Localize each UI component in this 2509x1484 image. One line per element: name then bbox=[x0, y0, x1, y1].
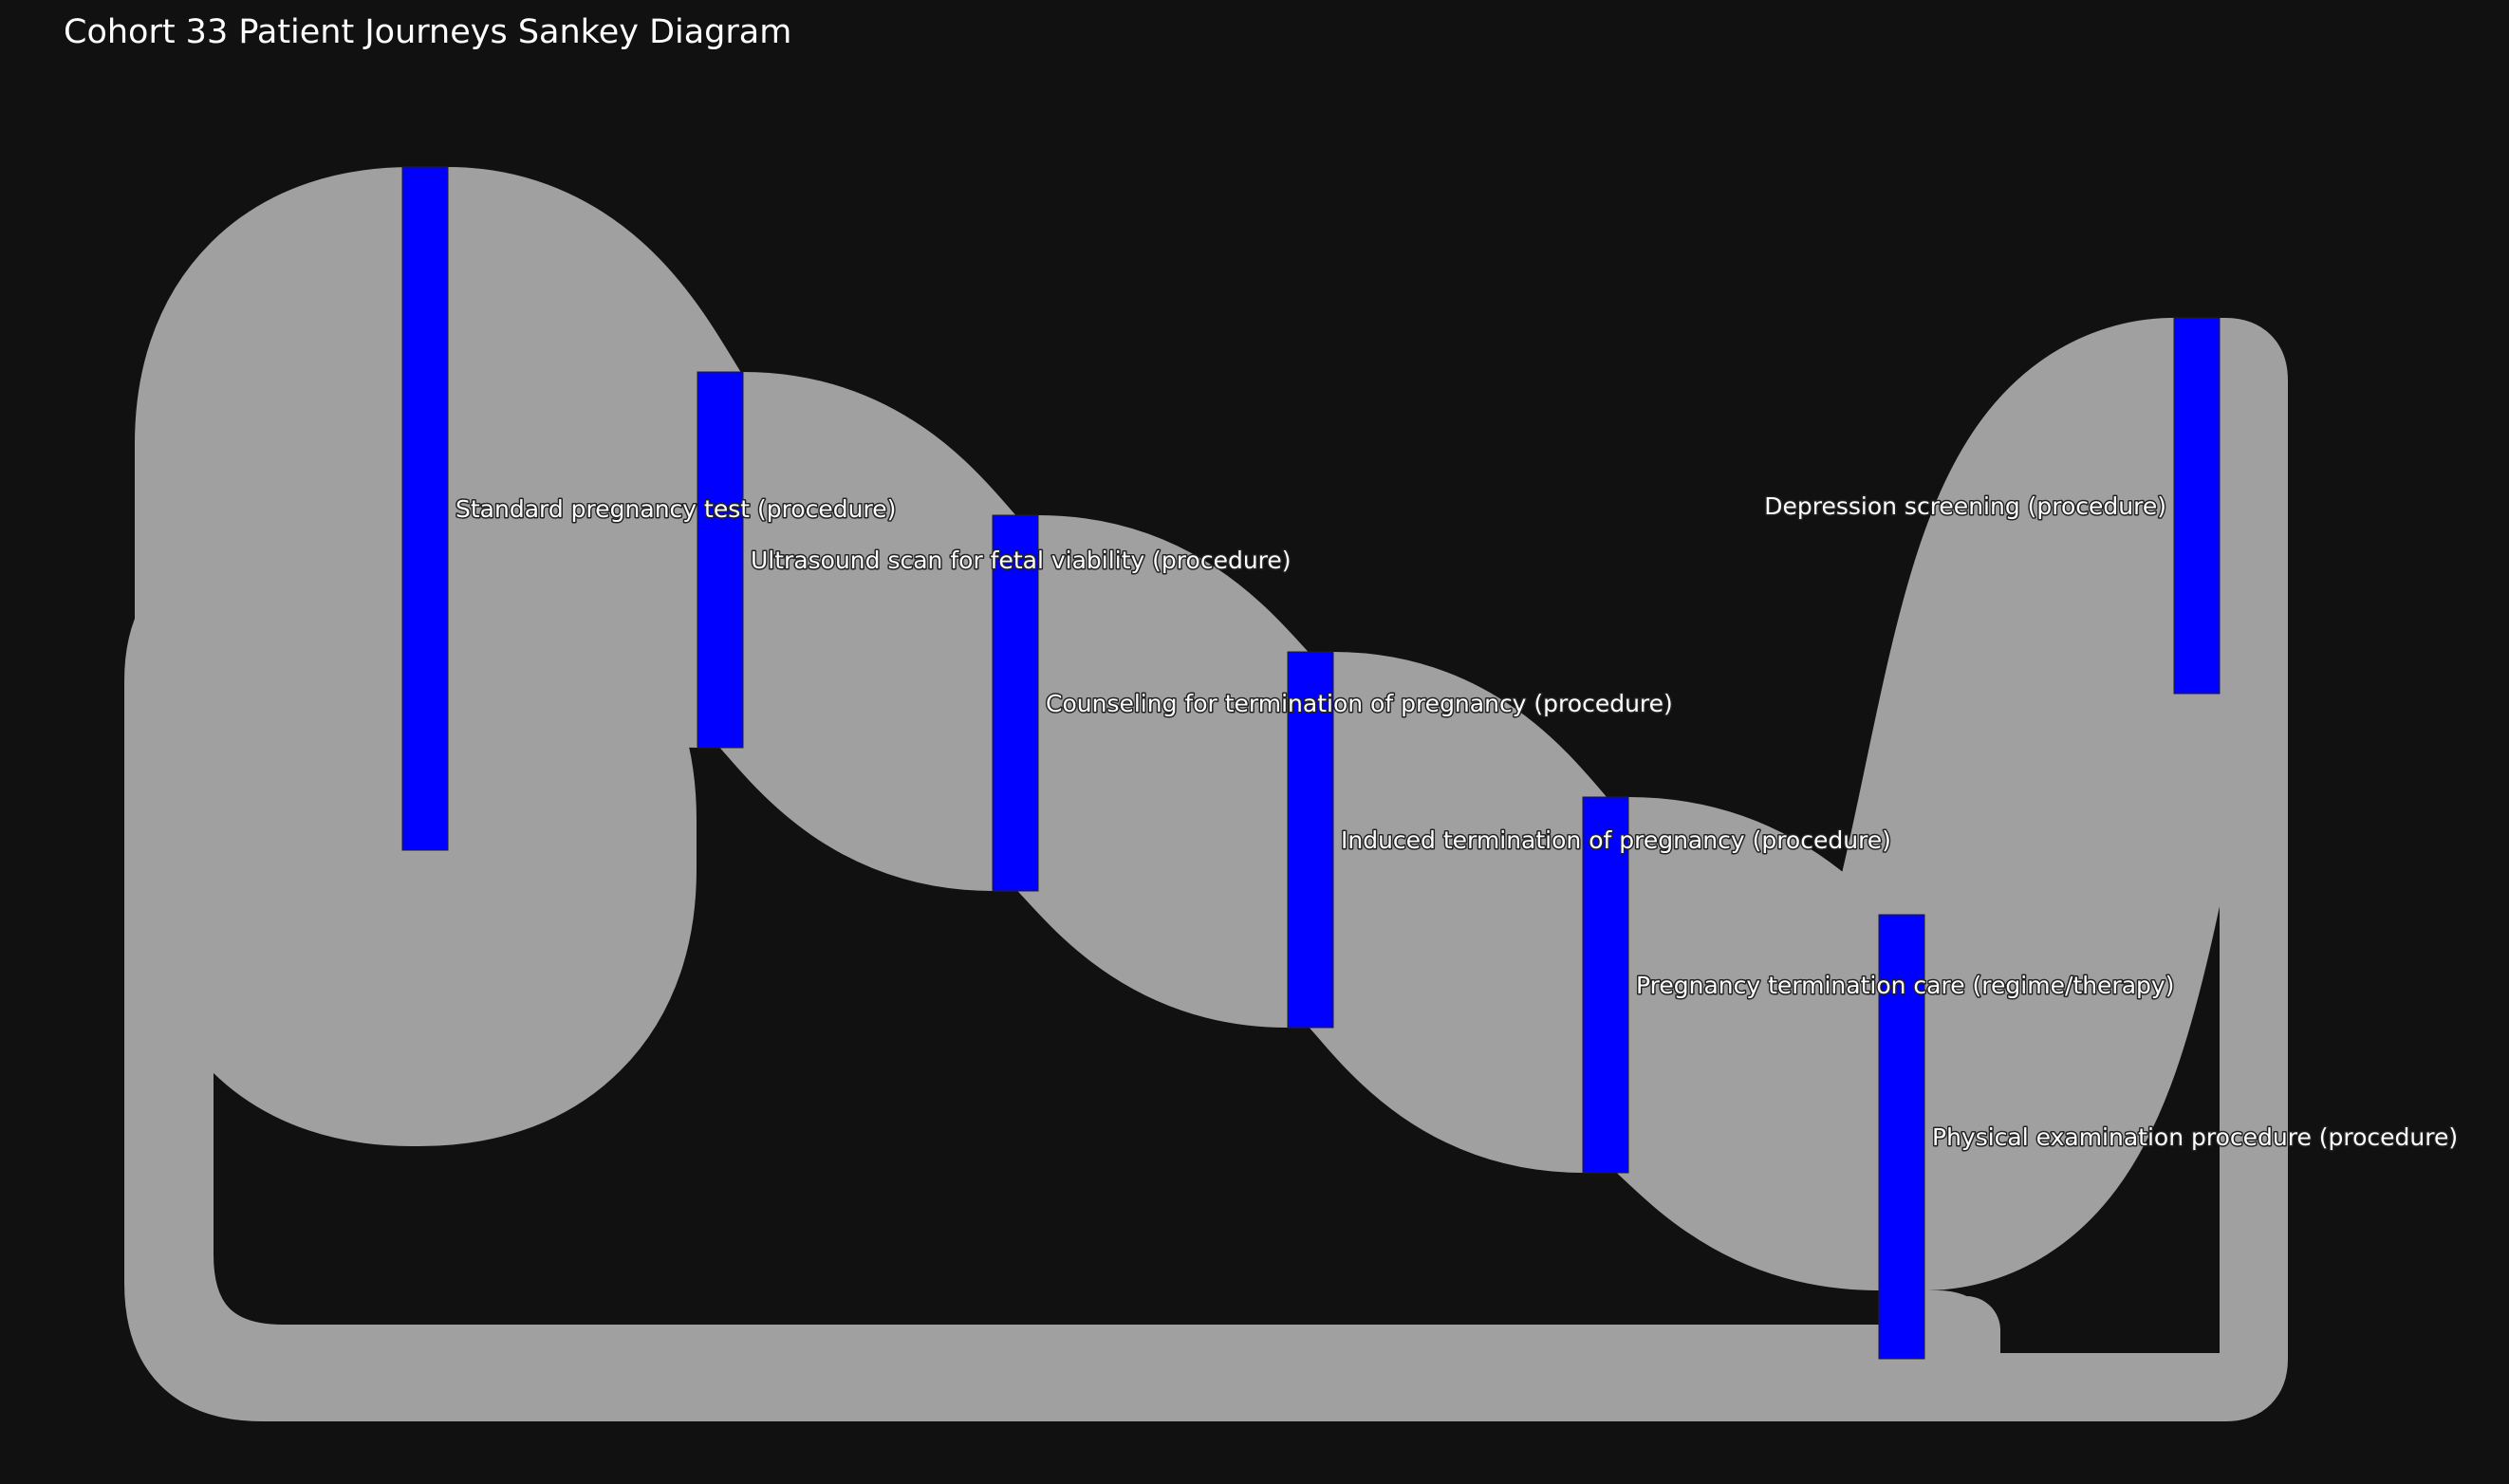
node-n4[interactable] bbox=[1582, 796, 1629, 1174]
labels-layer: Standard pregnancy test (procedure) Ultra… bbox=[455, 492, 2460, 1153]
link-n4-n5[interactable] bbox=[1603, 797, 1905, 1290]
node-label-n2: Counseling for termination of pregnancy … bbox=[1046, 690, 1673, 717]
link-n5-n0[interactable] bbox=[145, 474, 2000, 1393]
link-n1-n2[interactable] bbox=[702, 372, 1033, 891]
node-n1[interactable] bbox=[697, 371, 744, 749]
nodes-layer bbox=[401, 166, 2221, 1360]
node-label-n4: Pregnancy termination care (regime/thera… bbox=[1636, 972, 2174, 999]
node-n2[interactable] bbox=[992, 514, 1039, 892]
node-n0[interactable] bbox=[401, 166, 449, 851]
link-n6-n0[interactable] bbox=[124, 318, 2288, 1421]
node-n5[interactable] bbox=[1878, 914, 1925, 1360]
link-n5-n6[interactable] bbox=[1808, 318, 2291, 1290]
node-label-n5: Physical examination procedure (procedur… bbox=[1932, 1123, 2458, 1151]
node-n6[interactable] bbox=[2173, 317, 2221, 695]
link-n0-n0[interactable] bbox=[135, 167, 697, 1146]
node-label-n0: Standard pregnancy test (procedure) bbox=[455, 495, 896, 523]
node-n3[interactable] bbox=[1287, 651, 1334, 1029]
node-label-n3: Induced termination of pregnancy (proced… bbox=[1341, 826, 1891, 854]
node-label-n1: Ultrasound scan for fetal viability (pro… bbox=[751, 547, 1292, 574]
link-n3-n4[interactable] bbox=[1292, 652, 1625, 1173]
links-layer bbox=[124, 167, 2291, 1421]
diagram-title: Cohort 33 Patient Journeys Sankey Diagra… bbox=[64, 13, 792, 51]
link-n2-n3[interactable] bbox=[1001, 515, 1325, 1028]
node-label-n6: Depression screening (procedure) bbox=[1764, 492, 2166, 520]
